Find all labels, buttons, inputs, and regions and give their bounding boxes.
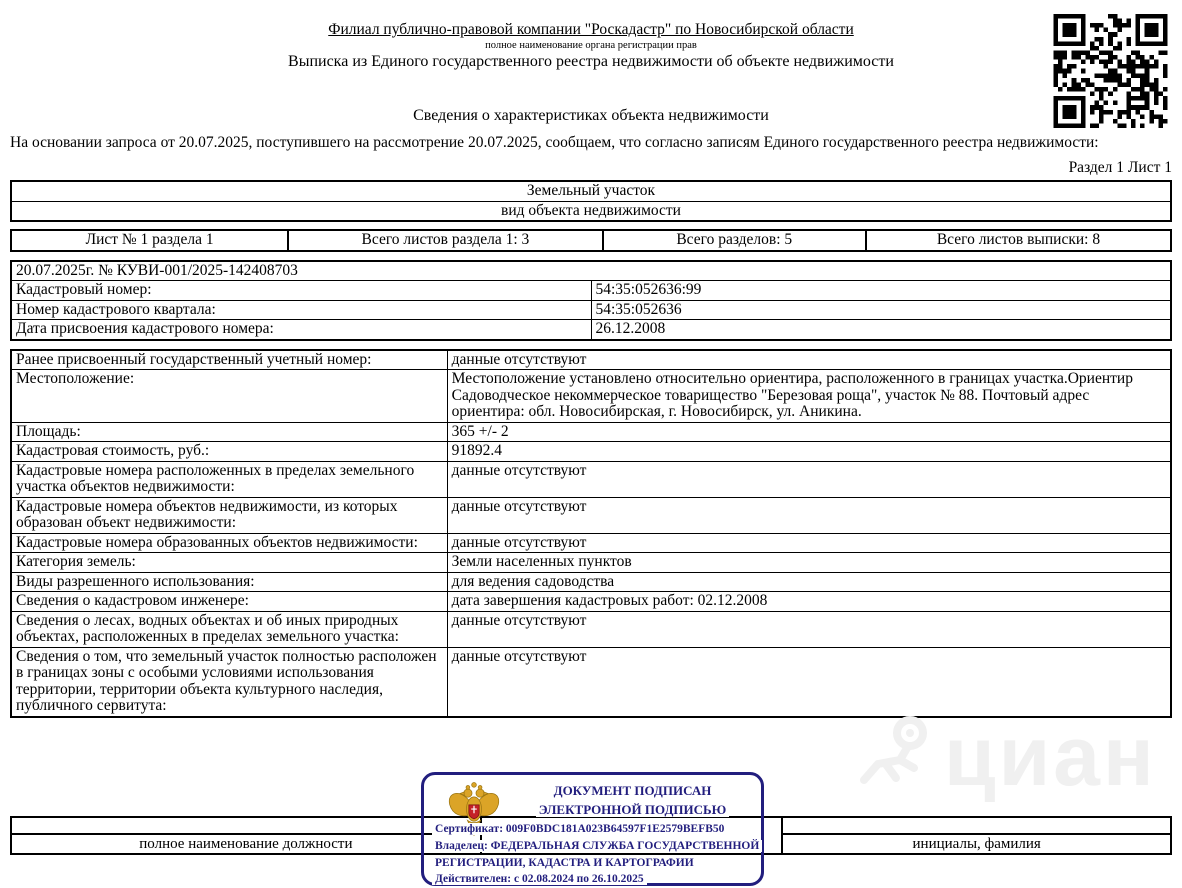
sheet-info-cell: Всего листов раздела 1: 3 [287,229,604,252]
section-title: Сведения о характеристиках объекта недви… [413,107,769,124]
field-value: 54:35:052636 [590,299,1172,320]
field-value: Земли населенных пунктов [446,552,1172,573]
field-label: Кадастровый номер: [10,280,592,301]
name-caption: инициалы, фамилия [781,833,1172,855]
position-caption: полное наименование должности [10,833,482,855]
field-label: Кадастровые номера образованных объектов… [10,532,448,553]
field-label: Дата присвоения кадастрового номера: [10,319,592,340]
field-label: Категория земель: [10,552,448,573]
document-title: Выписка из Единого государственного реес… [288,53,894,70]
field-value: данные отсутствуют [446,496,1172,534]
field-label: Ранее присвоенный государственный учетны… [10,349,448,370]
object-type-table: Земельный участок вид объекта недвижимос… [10,180,1172,222]
field-label: Виды разрешенного использования: [10,571,448,592]
field-value: дата завершения кадастровых работ: 02.12… [446,591,1172,612]
stamp-certificate: Сертификат: 009F0BDC181A023B64597F1E2579… [432,823,728,835]
sheet-info-table: Лист № 1 раздела 1 Всего листов раздела … [9,229,1173,252]
sheet-info-cell: Всего листов выписки: 8 [864,229,1173,252]
stamp-owner-line2: РЕГИСТРАЦИИ, КАДАСТРА И КАРТОГРАФИИ [432,857,697,869]
stamp-title-line2: ЭЛЕКТРОННОЙ ПОДПИСЬЮ [508,802,757,818]
registration-authority-caption: полное наименование органа регистрации п… [485,40,697,51]
field-value: данные отсутствуют [446,532,1172,553]
field-label: Кадастровая стоимость, руб.: [10,441,448,462]
field-value: 26.12.2008 [590,319,1172,340]
field-value: для ведения садоводства [446,571,1172,592]
field-label: Местоположение: [10,369,448,423]
cian-person-pin-icon [860,716,927,784]
cian-watermark: циан [852,706,1154,806]
registration-authority-title: Филиал публично-правовой компании "Роска… [328,21,854,38]
field-label: Сведения о том, что земельный участок по… [10,646,448,717]
field-label: Кадастровые номера объектов недвижимости… [10,496,448,534]
object-type-value: Земельный участок [10,180,1172,202]
coat-of-arms-eagle-icon [448,782,500,837]
name-signature-space [781,816,1172,835]
field-value: 54:35:052636:99 [590,280,1172,301]
field-label: Сведения о кадастровом инженере: [10,591,448,612]
stamp-validity: Действителен: с 02.08.2024 по 26.10.2025 [432,873,647,885]
cian-watermark-text: циан [944,709,1157,803]
digital-signature-stamp: ДОКУМЕНТ ПОДПИСАН ЭЛЕКТРОННОЙ ПОДПИСЬЮ С… [421,772,764,886]
request-number: 20.07.2025г. № КУВИ-001/2025-142408703 [10,260,1172,281]
object-details-table: Ранее присвоенный государственный учетны… [10,348,1172,718]
request-intro-text: На основании запроса от 20.07.2025, пост… [10,134,1099,151]
field-value: данные отсутствуют [446,610,1172,648]
field-label: Сведения о лесах, водных объектах и об и… [10,610,448,648]
object-type-caption: вид объекта недвижимости [10,200,1172,222]
sheet-info-cell: Всего разделов: 5 [601,229,867,252]
qr-code-image [1053,14,1168,128]
position-signature-space [10,816,482,835]
field-value: 91892.4 [446,441,1172,462]
field-value: данные отсутствуют [446,646,1172,717]
field-label: Кадастровые номера расположенных в преде… [10,460,448,498]
field-value: данные отсутствуют [446,349,1172,370]
request-number-table: 20.07.2025г. № КУВИ-001/2025-142408703 К… [10,259,1172,341]
field-value: Местоположение установлено относительно … [446,369,1172,423]
qr-code [1050,14,1171,128]
field-label: Площадь: [10,421,448,442]
sheet-info-cell: Лист № 1 раздела 1 [9,229,290,252]
field-value: данные отсутствуют [446,460,1172,498]
section-sheet-marker: Раздел 1 Лист 1 [1068,159,1172,176]
field-value: 365 +/- 2 [446,421,1172,442]
stamp-owner-line1: Владелец: ФЕДЕРАЛЬНАЯ СЛУЖБА ГОСУДАРСТВЕ… [432,840,763,852]
field-label: Номер кадастрового квартала: [10,299,592,320]
stamp-title-line1: ДОКУМЕНТ ПОДПИСАН [508,783,757,799]
